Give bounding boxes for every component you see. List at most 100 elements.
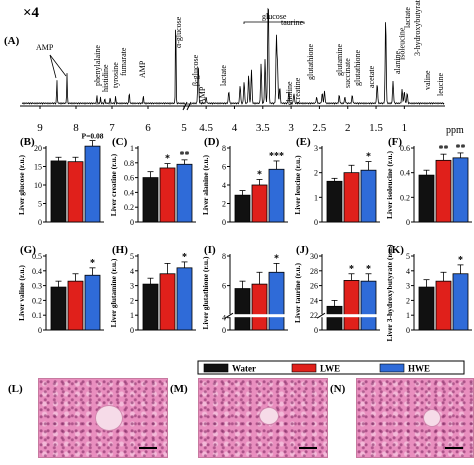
bar-lwe xyxy=(251,283,268,331)
significance-label: ** xyxy=(456,143,466,154)
spectrum-trace xyxy=(21,7,445,105)
bar-lwe xyxy=(251,184,268,223)
y-axis-label: Liver glutathione (r.u.) xyxy=(201,256,210,329)
bar-hwe xyxy=(84,274,101,331)
peak-annotation: 3-hydroxybutyrate xyxy=(413,0,422,56)
y-axis-label: Liver taurine (r.u.) xyxy=(293,263,302,323)
bar-lwe xyxy=(435,159,452,223)
panel-label: (H) xyxy=(112,244,128,256)
y-axis-label: Liver leucine (r.u.) xyxy=(293,155,302,215)
y-tick-label: 0 xyxy=(130,326,134,335)
significance-label: * xyxy=(165,154,170,165)
y-tick-label: 6 xyxy=(222,282,226,291)
significance-label: * xyxy=(349,264,354,275)
y-tick-label: 0 xyxy=(222,326,226,335)
histology-label-l: (L) xyxy=(8,383,23,395)
liver-histology-image-hwe xyxy=(356,378,474,458)
y-axis-label: Liver creatine (r.u.) xyxy=(109,153,118,216)
y-axis-label: Liver alanine (r.u.) xyxy=(201,155,210,216)
nmr-x-tick-label: 9 xyxy=(37,122,43,134)
y-tick-label: 0.5 xyxy=(32,252,42,261)
y-tick-label: 0 xyxy=(222,218,226,227)
y-tick-label: 0.6 xyxy=(124,174,134,183)
bar-panel-c: (C)Liver creatine (r.u.)00.20.40.60.81* *… xyxy=(109,136,196,227)
nmr-x-tick-label: 1.5 xyxy=(369,122,383,134)
significance-label: ** xyxy=(439,144,449,155)
panel-label: (C) xyxy=(112,136,128,148)
y-tick-label: 2 xyxy=(406,296,410,305)
panel-label: (E) xyxy=(296,136,311,148)
y-tick-label: 2 xyxy=(130,296,134,305)
y-tick-label: 8 xyxy=(222,252,226,261)
y-axis-label: Liver isoleucine (r.u.) xyxy=(385,151,394,219)
panel-label: (B) xyxy=(20,136,35,148)
axis-break-mark xyxy=(224,312,234,319)
peak-annotation: choline xyxy=(285,81,294,105)
liver-histology-image-lwe xyxy=(198,378,328,458)
bar-panel-i: (I)Liver glutathione (r.u.) 0 4 6 8 * xyxy=(201,244,288,335)
axis-break-mark xyxy=(186,101,192,111)
significance-label: ** xyxy=(180,150,190,161)
peak-annotation: histidine xyxy=(101,64,110,92)
y-tick-label: 1 xyxy=(130,311,134,320)
bar-panel-h: (H) Liver glutamine (r.u.) 0 1 2 3 4 5 * xyxy=(109,244,196,335)
bar-hwe xyxy=(176,163,193,223)
peak-annotation: isoleucine xyxy=(397,27,406,60)
bar-water xyxy=(234,288,251,331)
nmr-panel-label: (A) xyxy=(4,35,20,47)
nmr-x-tick-label: 1 xyxy=(402,122,408,134)
y-tick-label: 2 xyxy=(314,169,318,178)
y-tick-label: 0.6 xyxy=(400,144,410,153)
y-tick-label: 0 xyxy=(38,218,42,227)
y-tick-label: 0.4 xyxy=(400,169,410,178)
nmr-x-tick-label: 2.5 xyxy=(313,122,327,134)
bar-panel-b: (B) Liver glucose (r.u.) 0 5 10 15 20 P=0.08 xyxy=(17,132,104,227)
y-tick-label: 0 xyxy=(406,218,410,227)
bar-lwe xyxy=(435,280,452,331)
bar-panel-e: (E) Liver leucine (r.u.) 0 1 2 3 * xyxy=(293,136,380,227)
bar-hwe xyxy=(268,168,285,223)
peak-annotation: phenylalaine xyxy=(93,45,102,86)
y-axis-label: Liver valine (r.u.) xyxy=(17,265,26,321)
liver-histology-image-water xyxy=(38,378,168,458)
histology-label-n: (N) xyxy=(330,383,346,395)
panel-label: (G) xyxy=(20,244,36,256)
y-axis-label: Liver 3-hydroxybutyrate (r.u.) xyxy=(385,244,394,341)
y-tick-label: 5 xyxy=(406,252,410,261)
annotation-arrow xyxy=(49,54,57,79)
peak-annotation: leucine xyxy=(436,72,445,96)
significance-label: * xyxy=(366,264,371,275)
magnify-label: ×4 xyxy=(23,5,40,21)
bar-hwe xyxy=(268,271,285,331)
bar-panel-k: (K)Liver 3-hydroxybutyrate (r.u.) 0 1 2 3 4 5 * xyxy=(385,244,472,341)
bar-water xyxy=(142,177,159,223)
legend-swatch-hwe xyxy=(379,363,405,373)
y-tick-label: 0.4 xyxy=(32,267,42,276)
y-tick-label: 2 xyxy=(222,200,226,209)
peak-annotation: alanine xyxy=(393,50,402,74)
y-tick-label: 8 xyxy=(222,144,226,153)
y-tick-label: 4 xyxy=(130,267,134,276)
peak-annotation: fumarate xyxy=(119,47,128,76)
central-vein xyxy=(259,407,279,425)
bar-lwe xyxy=(67,280,84,331)
axis-break-mark xyxy=(316,312,326,319)
peak-annotation: glucose xyxy=(262,12,287,21)
histology-labels: (L) (M) (N) xyxy=(8,383,346,395)
axis-break-gap xyxy=(226,314,286,318)
y-tick-label: 3 xyxy=(406,282,410,291)
peak-annotation: lactate xyxy=(403,7,412,28)
nmr-x-tick-label: 2 xyxy=(345,122,351,134)
significance-label: * xyxy=(458,255,463,266)
peak-annotation: lactate xyxy=(219,65,228,86)
peak-annotation: glutathione xyxy=(353,50,362,86)
y-tick-label: 26 xyxy=(310,282,318,291)
y-axis-label: Liver glucose (r.u.) xyxy=(17,155,26,215)
y-tick-label: 0.2 xyxy=(32,296,42,305)
y-tick-label: 10 xyxy=(34,181,42,190)
nmr-x-tick-label: 5 xyxy=(181,122,187,134)
scale-bar xyxy=(299,447,317,449)
y-tick-label: 1 xyxy=(406,311,410,320)
